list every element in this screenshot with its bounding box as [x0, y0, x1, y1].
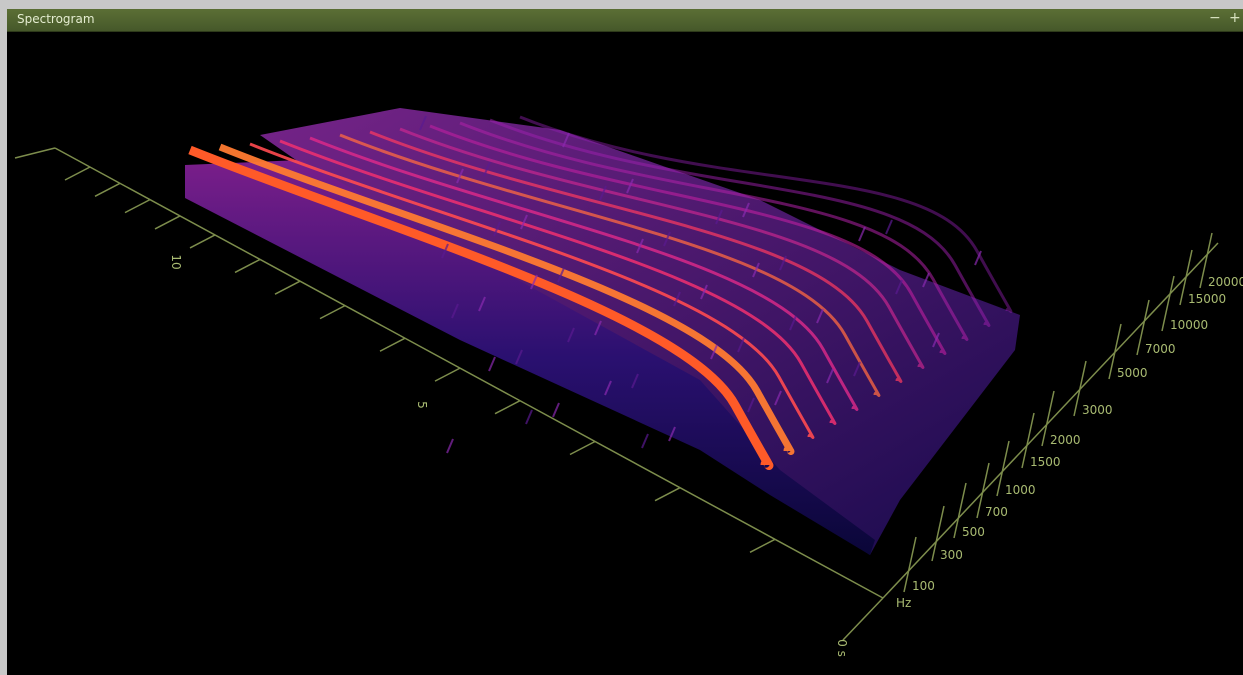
- time-tick: [235, 259, 260, 272]
- freq-label: 5000: [1117, 366, 1148, 380]
- time-tick: [750, 539, 775, 552]
- time-tick: [655, 488, 680, 501]
- noise-streak: [526, 410, 532, 424]
- freq-label: 500: [962, 525, 985, 539]
- noise-streak: [859, 227, 865, 241]
- freq-label: 100: [912, 579, 935, 593]
- time-label: 10: [169, 254, 183, 269]
- noise-streak: [447, 439, 453, 453]
- time-tick: [155, 216, 180, 229]
- time-tick: [275, 281, 300, 294]
- time-tick: [495, 401, 520, 414]
- freq-label: 10000: [1170, 318, 1208, 332]
- time-tick: [570, 441, 595, 454]
- freq-label: 15000: [1188, 292, 1226, 306]
- freq-label: 3000: [1082, 403, 1113, 417]
- noise-streak: [553, 403, 559, 417]
- spectrogram-surface: [185, 108, 1020, 555]
- freq-label: 700: [985, 505, 1008, 519]
- spectrogram-view: 0 s 5 10 Hz100 300 500700 1000 1500 2000 3000 5000…: [0, 0, 1243, 675]
- freq-unit: Hz: [896, 596, 911, 610]
- time-label: 5: [415, 401, 429, 409]
- freq-label: 1500: [1030, 455, 1061, 469]
- noise-streak: [642, 434, 648, 448]
- time-tick: [843, 598, 883, 640]
- noise-streak: [489, 357, 495, 371]
- time-tick: [95, 183, 120, 196]
- axis-stub: [15, 148, 55, 158]
- freq-label: 20000: [1208, 275, 1243, 289]
- time-tick: [320, 306, 345, 319]
- time-tick: [190, 235, 215, 248]
- time-tick: [380, 338, 405, 351]
- freq-label: 2000: [1050, 433, 1081, 447]
- freq-label: 7000: [1145, 342, 1176, 356]
- time-tick: [435, 368, 460, 381]
- time-label: 0 s: [835, 639, 849, 657]
- time-tick: [125, 200, 150, 213]
- freq-label: 1000: [1005, 483, 1036, 497]
- time-tick: [65, 167, 90, 180]
- freq-label: 300: [940, 548, 963, 562]
- noise-streak: [886, 220, 892, 234]
